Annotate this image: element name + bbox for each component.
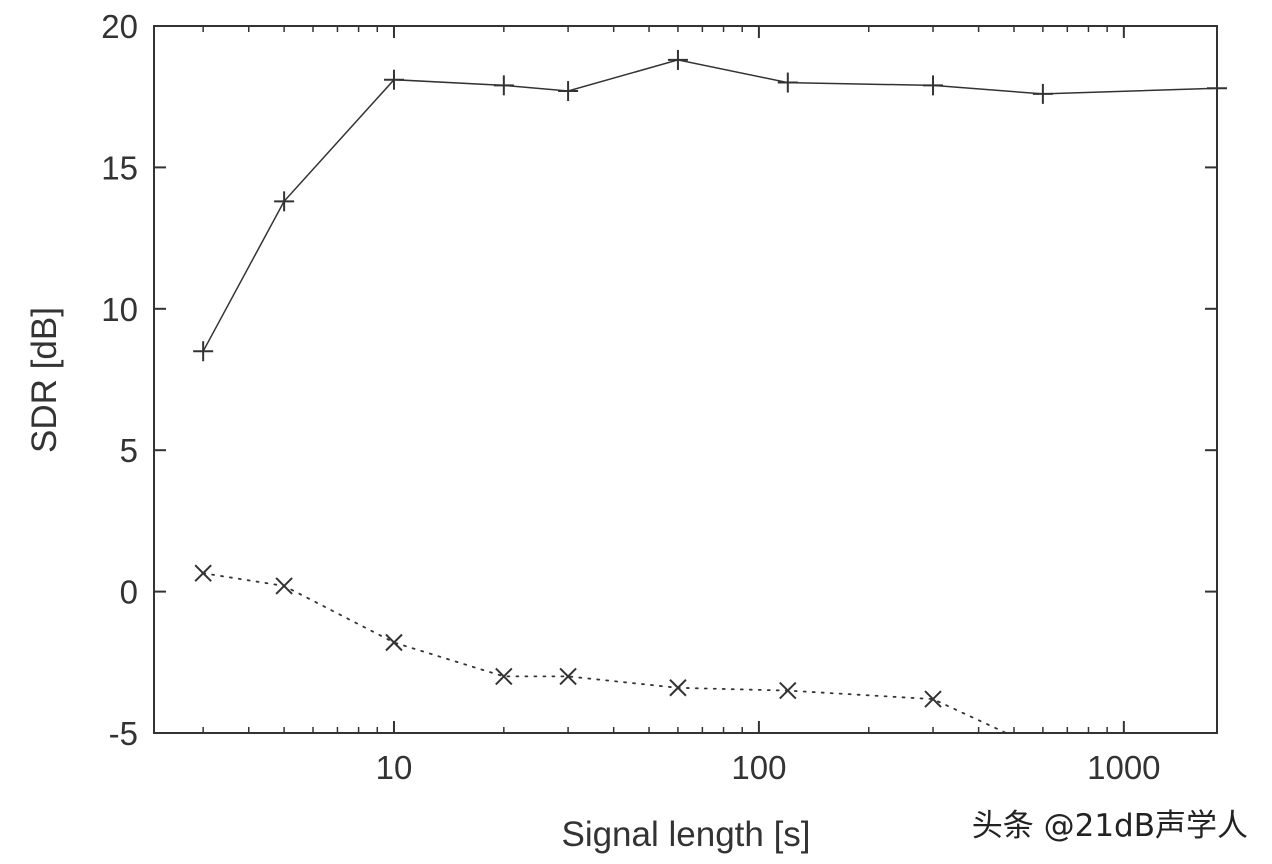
series-1-marker bbox=[193, 341, 214, 362]
y-tick-label: 5 bbox=[120, 432, 138, 469]
marker-stroke bbox=[669, 679, 687, 697]
series-2-marker bbox=[275, 577, 293, 595]
series-1-marker bbox=[383, 69, 404, 90]
x-tick-label: 1000 bbox=[1087, 749, 1160, 786]
series-2-line bbox=[202, 572, 1009, 733]
series-2-marker bbox=[385, 633, 403, 652]
x-tick-label: 10 bbox=[376, 749, 413, 786]
series-1-marker bbox=[274, 191, 295, 212]
marker-layer bbox=[193, 49, 1227, 708]
marker-stroke bbox=[924, 690, 942, 708]
y-tick-label: -5 bbox=[109, 715, 138, 752]
series-1-marker bbox=[558, 81, 579, 102]
series-2-marker bbox=[924, 690, 942, 708]
y-axis-ticks: -5 0 5 10 15 20 bbox=[101, 8, 1217, 752]
marker-stroke bbox=[779, 681, 797, 700]
series-1-marker bbox=[1207, 78, 1227, 99]
series-1-marker bbox=[923, 75, 944, 96]
series-2-marker bbox=[669, 679, 687, 697]
marker-stroke bbox=[275, 577, 293, 595]
x-axis-title: Signal length [s] bbox=[561, 815, 810, 854]
series-1-marker bbox=[667, 49, 688, 70]
series-1-marker bbox=[1032, 83, 1053, 104]
y-tick-label: 10 bbox=[101, 291, 138, 328]
y-tick-label: 20 bbox=[101, 8, 138, 45]
x-tick-label: 100 bbox=[731, 749, 786, 786]
series-2-marker bbox=[194, 564, 212, 582]
y-axis-title: SDR [dB] bbox=[25, 307, 64, 453]
series-2-marker bbox=[779, 681, 797, 700]
marker-stroke bbox=[559, 667, 577, 686]
series-1-line bbox=[202, 59, 1217, 352]
marker-stroke bbox=[495, 667, 513, 686]
marker-stroke bbox=[385, 633, 403, 652]
x-axis-ticks: 10 100 1000 bbox=[202, 26, 1161, 786]
plot-area-frame bbox=[153, 25, 1218, 734]
series-2-marker bbox=[559, 667, 577, 686]
marker-stroke bbox=[194, 564, 212, 582]
y-tick-label: 0 bbox=[120, 574, 138, 611]
y-tick-label: 15 bbox=[101, 149, 138, 186]
watermark-text: 头条 @21dB声学人 bbox=[972, 808, 1248, 844]
series-layer bbox=[202, 59, 1217, 733]
series-1-marker bbox=[777, 72, 798, 93]
series-2-marker bbox=[495, 667, 513, 686]
series-1-marker bbox=[493, 75, 514, 96]
